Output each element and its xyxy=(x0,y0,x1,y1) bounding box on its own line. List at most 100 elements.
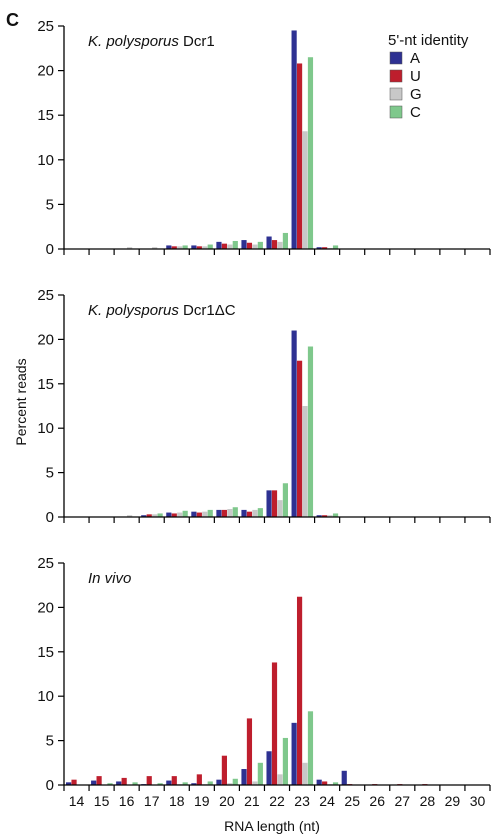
y-tick-label-1-25: 25 xyxy=(37,18,54,35)
x-tick-label-27: 27 xyxy=(395,793,411,809)
bar-p3-g-20 xyxy=(227,783,233,785)
bar-p2-g-19 xyxy=(202,511,208,517)
bar-p1-g-23 xyxy=(302,131,308,249)
bar-p2-c-23 xyxy=(307,346,314,517)
bar-p1-u-24 xyxy=(322,247,328,249)
y-tick-label-2-5: 5 xyxy=(46,465,54,482)
x-tick-label-23: 23 xyxy=(294,793,310,809)
y-tick-label-1-0: 0 xyxy=(46,241,54,258)
bar-p3-u-16 xyxy=(121,777,127,785)
y-tick-label-3-25: 25 xyxy=(37,555,54,572)
bar-p1-u-20 xyxy=(221,243,227,249)
bar-p1-a-21 xyxy=(241,240,247,249)
bar-p3-c-18 xyxy=(182,782,188,785)
x-tick-label-26: 26 xyxy=(369,793,385,809)
bar-p2-a-23 xyxy=(291,330,297,517)
y-tick-label-3-0: 0 xyxy=(46,777,54,794)
bar-p2-c-22 xyxy=(282,483,288,517)
bar-p1-u-23 xyxy=(296,63,303,250)
legend-swatch-a xyxy=(389,51,403,65)
bar-p1-c-20 xyxy=(232,240,238,249)
bar-p2-a-20 xyxy=(216,509,222,517)
y-tick-label-3-20: 20 xyxy=(37,599,54,616)
y-tick-label-1-20: 20 xyxy=(37,63,54,80)
panel-title-2: K. polysporus Dcr1ΔC xyxy=(88,302,236,319)
bar-p2-c-18 xyxy=(182,510,188,517)
bar-p1-g-19 xyxy=(202,246,208,249)
bar-p3-c-22 xyxy=(282,737,288,785)
x-axis-label: RNA length (nt) xyxy=(224,818,320,834)
bar-p3-u-20 xyxy=(221,755,227,785)
x-tick-label-15: 15 xyxy=(94,793,110,809)
y-axis-label: Percent reads xyxy=(13,358,29,445)
y-tick-label-2-10: 10 xyxy=(37,420,54,437)
bar-p1-c-19 xyxy=(207,244,213,249)
bar-p1-c-22 xyxy=(282,232,288,249)
bar-p2-u-19 xyxy=(196,512,202,517)
bar-p1-c-24 xyxy=(332,245,339,249)
bar-p2-u-23 xyxy=(296,360,303,517)
y-tick-label-1-5: 5 xyxy=(46,196,54,213)
bar-p1-g-21 xyxy=(252,244,258,249)
bar-p2-c-20 xyxy=(232,507,238,517)
bar-p1-a-20 xyxy=(216,241,222,249)
legend-label-u: U xyxy=(410,68,421,85)
bar-p1-u-18 xyxy=(171,246,177,249)
bar-p3-u-23 xyxy=(296,596,303,785)
bar-p2-g-24 xyxy=(327,515,333,517)
bar-p3-a-15 xyxy=(91,780,97,785)
y-tick-label-3-5: 5 xyxy=(46,733,54,750)
x-tick-label-28: 28 xyxy=(420,793,436,809)
bar-p2-g-18 xyxy=(177,512,183,517)
bar-p1-u-21 xyxy=(246,242,253,249)
bar-p2-u-18 xyxy=(171,513,177,517)
x-tick-label-19: 19 xyxy=(194,793,210,809)
bar-p3-a-24 xyxy=(316,779,322,785)
panel-title-1: K. polysporus Dcr1 xyxy=(88,33,215,50)
bar-p2-c-17 xyxy=(157,513,163,517)
bar-p1-c-18 xyxy=(182,245,188,249)
bar-p2-g-21 xyxy=(252,509,258,517)
bar-p2-g-20 xyxy=(227,509,233,517)
x-tick-label-17: 17 xyxy=(144,793,160,809)
bar-p3-a-16 xyxy=(116,781,122,785)
bar-p3-g-22 xyxy=(277,774,283,785)
y-tick-label-2-15: 15 xyxy=(37,376,54,393)
x-tick-label-18: 18 xyxy=(169,793,185,809)
bar-p1-a-23 xyxy=(291,30,297,250)
bar-p3-a-18 xyxy=(166,780,172,785)
bar-p2-g-17 xyxy=(152,514,158,517)
chart-panels: 0 5 10 15 20 25 K. polysporus Dcr1 0 5 10 15 20 25 K.… xyxy=(37,18,491,809)
bar-p3-a-23 xyxy=(291,722,297,785)
bar-p3-u-14 xyxy=(71,779,77,785)
chart-panel-1: 0 5 10 15 20 25 K. polysporus Dcr1 xyxy=(37,18,491,258)
legend-swatch-g xyxy=(389,87,403,101)
bar-p3-c-23 xyxy=(307,711,314,785)
bar-p1-a-22 xyxy=(266,236,272,249)
bar-p1-c-23 xyxy=(307,57,314,249)
bar-p3-c-24 xyxy=(332,782,339,785)
x-tick-label-20: 20 xyxy=(219,793,235,809)
bar-p2-a-18 xyxy=(166,512,172,517)
bar-p1-c-21 xyxy=(257,241,263,249)
bar-p3-c-17 xyxy=(157,783,163,785)
bar-p2-a-22 xyxy=(266,490,272,517)
bar-p3-a-14 xyxy=(66,782,72,785)
bar-p3-a-21 xyxy=(241,769,247,785)
bar-p1-a-19 xyxy=(191,245,197,249)
legend-label-a: A xyxy=(410,50,420,67)
legend-label-c: C xyxy=(410,104,421,121)
legend-label-g: G xyxy=(410,86,422,103)
chart-panel-3: 0 5 10 15 20 25 14 15 16 17 18 19 20 21 22 23 24 25 26 27 28… xyxy=(37,555,491,809)
bar-p2-u-17 xyxy=(146,514,152,517)
bar-p2-c-24 xyxy=(332,513,339,517)
bar-p3-u-22 xyxy=(271,662,278,785)
bar-p3-u-18 xyxy=(171,776,177,785)
bar-p2-u-20 xyxy=(221,509,227,517)
x-tick-label-25: 25 xyxy=(344,793,360,809)
panel-title-3: In vivo xyxy=(88,570,131,587)
legend-title: 5'-nt identity xyxy=(388,32,469,49)
y-tick-label-3-10: 10 xyxy=(37,688,54,705)
x-tick-label-16: 16 xyxy=(119,793,135,809)
